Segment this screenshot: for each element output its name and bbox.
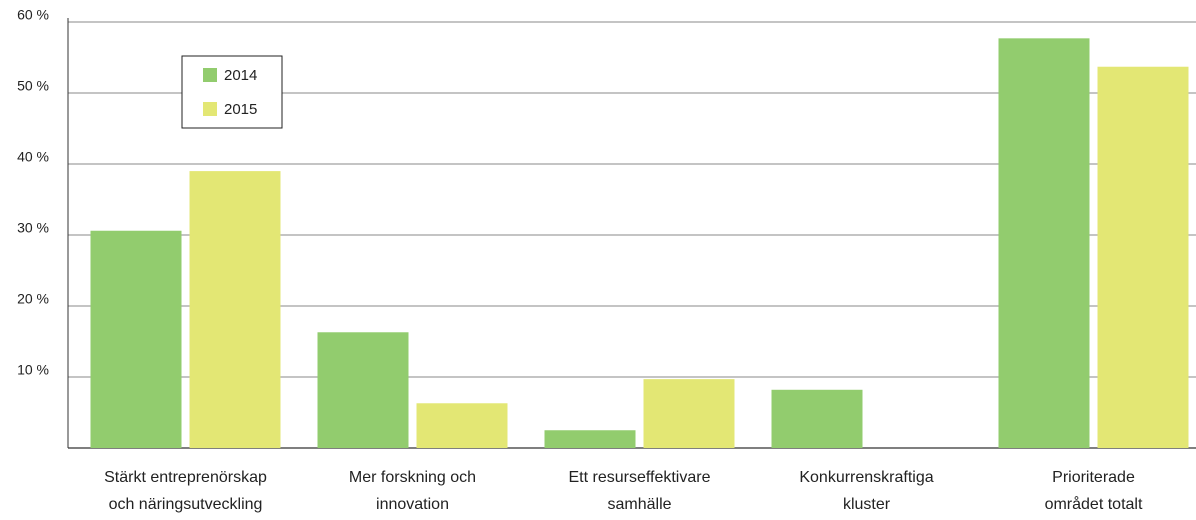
x-tick-label: Stärkt entreprenörskap <box>104 469 267 486</box>
legend-swatch <box>203 68 217 82</box>
bar <box>643 379 735 448</box>
x-tick-label: kluster <box>843 496 891 513</box>
legend-swatch <box>203 102 217 116</box>
y-tick-label: 10 % <box>17 362 49 378</box>
y-tick-label: 30 % <box>17 220 49 236</box>
x-tick-label: Konkurrenskraftiga <box>799 469 933 486</box>
legend-label: 2014 <box>224 67 257 84</box>
y-tick-label: 20 % <box>17 291 49 307</box>
x-tick-label: innovation <box>376 496 449 513</box>
x-tick-label: Ett resurseffektivare <box>569 469 711 486</box>
bar <box>998 38 1090 449</box>
x-tick-label: området totalt <box>1045 495 1143 513</box>
bar <box>416 403 508 448</box>
x-tick-label: Prioriterade <box>1052 469 1135 486</box>
bar <box>189 171 281 448</box>
y-tick-label: 40 % <box>17 149 49 165</box>
bar <box>1097 66 1189 448</box>
x-tick-label: Mer forskning och <box>349 469 476 486</box>
bar <box>771 389 863 448</box>
legend-label: 2015 <box>224 101 257 118</box>
bar <box>544 430 636 448</box>
x-tick-label: samhälle <box>607 496 671 513</box>
legend-box <box>181 55 283 129</box>
bar <box>90 230 182 448</box>
y-tick-label: 50 % <box>17 78 49 94</box>
y-tick-label: 60 % <box>17 7 49 23</box>
bar <box>317 332 409 448</box>
x-tick-label: och näringsutveckling <box>109 496 263 513</box>
